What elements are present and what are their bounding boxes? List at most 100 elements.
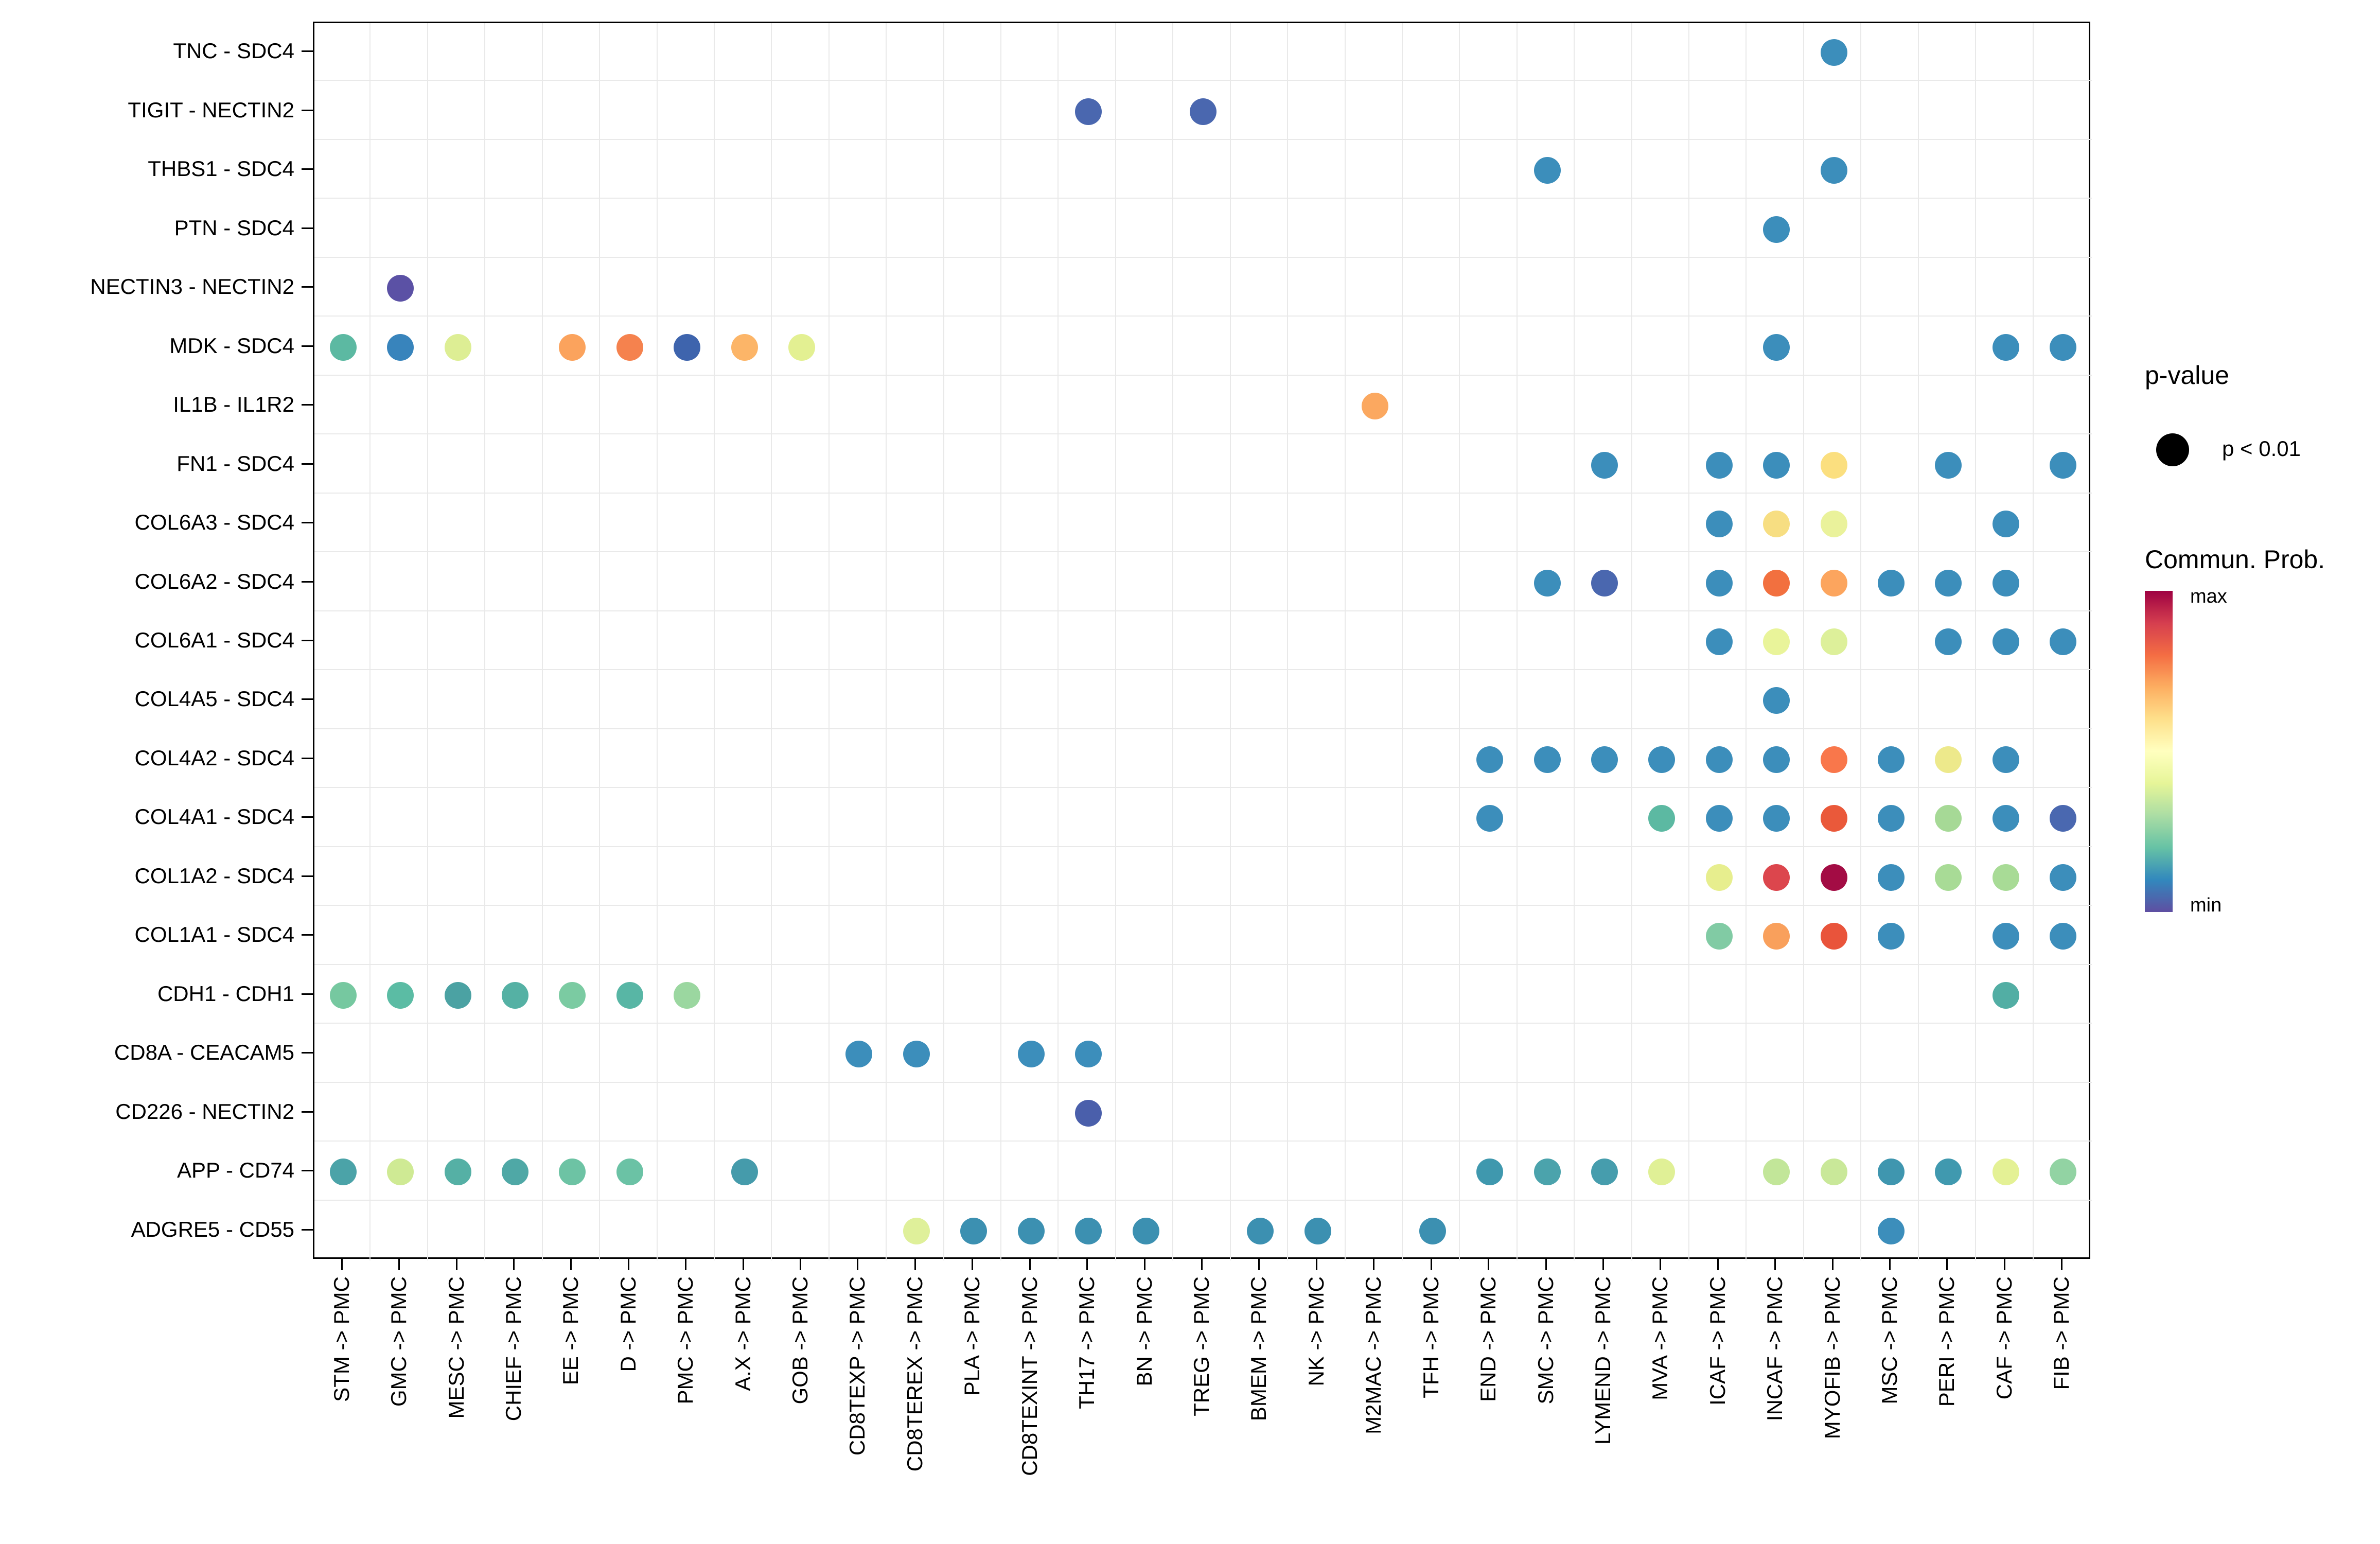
y-axis-tick	[302, 1170, 313, 1171]
pvalue-legend-title: p-value	[2145, 361, 2229, 390]
data-point	[1476, 1159, 1503, 1185]
x-axis-label: MSC -> PMC	[1877, 1276, 1901, 1405]
data-point	[845, 1041, 872, 1067]
x-axis-label: D -> PMC	[616, 1276, 640, 1372]
x-axis-tick	[1660, 1259, 1661, 1270]
x-axis-label: FIB -> PMC	[2049, 1276, 2073, 1390]
x-axis-label: NK -> PMC	[1304, 1276, 1328, 1387]
horizontal-gridline	[314, 610, 2092, 611]
horizontal-gridline	[314, 905, 2092, 906]
data-point	[1534, 157, 1561, 184]
data-point	[1763, 864, 1790, 891]
vertical-gridline	[1000, 23, 1001, 1260]
horizontal-gridline	[314, 375, 2092, 376]
x-axis-tick	[1086, 1259, 1088, 1270]
vertical-gridline	[943, 23, 944, 1260]
data-point	[387, 275, 414, 302]
x-axis-tick	[2004, 1259, 2005, 1270]
x-axis-label: A.X -> PMC	[731, 1276, 755, 1391]
y-axis-tick	[302, 50, 313, 52]
data-point	[1763, 923, 1790, 950]
x-axis-label: CHIEF -> PMC	[501, 1276, 525, 1422]
data-point	[502, 1159, 528, 1185]
x-axis-label: TFH -> PMC	[1419, 1276, 1443, 1398]
x-axis-tick	[570, 1259, 572, 1270]
data-point	[1763, 570, 1790, 596]
x-axis-label: END -> PMC	[1476, 1276, 1500, 1402]
data-point	[1878, 1218, 1905, 1244]
data-point	[1821, 39, 1847, 66]
vertical-gridline	[1230, 23, 1231, 1260]
x-axis-label: MVA -> PMC	[1648, 1276, 1672, 1400]
data-point	[1018, 1041, 1045, 1067]
vertical-gridline	[771, 23, 772, 1260]
horizontal-gridline	[314, 257, 2092, 258]
vertical-gridline	[828, 23, 830, 1260]
x-axis-tick	[1316, 1259, 1317, 1270]
colorbar-gradient	[2145, 591, 2173, 912]
x-axis-label: GMC -> PMC	[386, 1276, 411, 1407]
y-axis-label: COL4A2 - SDC4	[134, 746, 294, 770]
x-axis-label: GOB -> PMC	[788, 1276, 812, 1405]
data-point	[1993, 334, 2019, 361]
data-point	[1821, 511, 1847, 537]
x-axis-label: TREG -> PMC	[1189, 1276, 1213, 1416]
x-axis-tick	[1144, 1259, 1145, 1270]
data-point	[903, 1218, 930, 1244]
y-axis-label: NECTIN3 - NECTIN2	[90, 274, 294, 299]
plot-panel	[313, 22, 2092, 1260]
data-point	[1075, 1100, 1102, 1127]
data-point	[559, 982, 586, 1009]
data-point	[559, 334, 586, 361]
colorbar-max-label: max	[2190, 586, 2227, 607]
data-point	[1993, 628, 2019, 655]
vertical-gridline	[1918, 23, 1919, 1260]
data-point	[445, 1159, 471, 1185]
pvalue-legend-dot-icon	[2156, 433, 2189, 466]
data-point	[1304, 1218, 1331, 1244]
x-axis-tick	[341, 1259, 343, 1270]
vertical-gridline	[1345, 23, 1346, 1260]
data-point	[1706, 511, 1733, 537]
data-point	[1763, 805, 1790, 832]
data-point	[1993, 1159, 2019, 1185]
data-point	[1706, 864, 1733, 891]
pvalue-legend-item-label: p < 0.01	[2222, 436, 2301, 461]
data-point	[1821, 805, 1847, 832]
y-axis-label: CD8A - CEACAM5	[114, 1040, 294, 1064]
vertical-gridline	[1402, 23, 1403, 1260]
data-point	[616, 982, 643, 1009]
data-point	[2050, 805, 2076, 832]
x-axis-label: INCAF -> PMC	[1762, 1276, 1787, 1422]
vertical-gridline	[369, 23, 371, 1260]
data-point	[1763, 628, 1790, 655]
data-point	[1993, 805, 2019, 832]
x-axis-tick	[1889, 1259, 1891, 1270]
x-axis-tick	[1774, 1259, 1776, 1270]
data-point	[1591, 746, 1618, 773]
y-axis-tick	[302, 816, 313, 818]
y-axis-tick	[302, 993, 313, 995]
data-point	[1648, 1159, 1675, 1185]
vertical-gridline	[1287, 23, 1288, 1260]
data-point	[1821, 1159, 1847, 1185]
x-axis-label: CD8TEREX -> PMC	[903, 1276, 927, 1472]
data-point	[1821, 864, 1847, 891]
x-axis-label: PLA -> PMC	[960, 1276, 984, 1396]
data-point	[1591, 452, 1618, 479]
vertical-gridline	[1746, 23, 1747, 1260]
x-axis-tick	[1258, 1259, 1260, 1270]
vertical-gridline	[427, 23, 428, 1260]
data-point	[1821, 157, 1847, 184]
data-point	[1993, 982, 2019, 1009]
y-axis-tick	[302, 404, 313, 406]
vertical-gridline	[2033, 23, 2034, 1260]
x-axis-tick	[1029, 1259, 1031, 1270]
y-axis-tick	[302, 581, 313, 583]
y-axis-label: APP - CD74	[177, 1158, 294, 1182]
data-point	[1706, 746, 1733, 773]
x-axis-tick	[1545, 1259, 1547, 1270]
data-point	[960, 1218, 987, 1244]
data-point	[616, 334, 643, 361]
y-axis-label: COL6A2 - SDC4	[134, 569, 294, 593]
